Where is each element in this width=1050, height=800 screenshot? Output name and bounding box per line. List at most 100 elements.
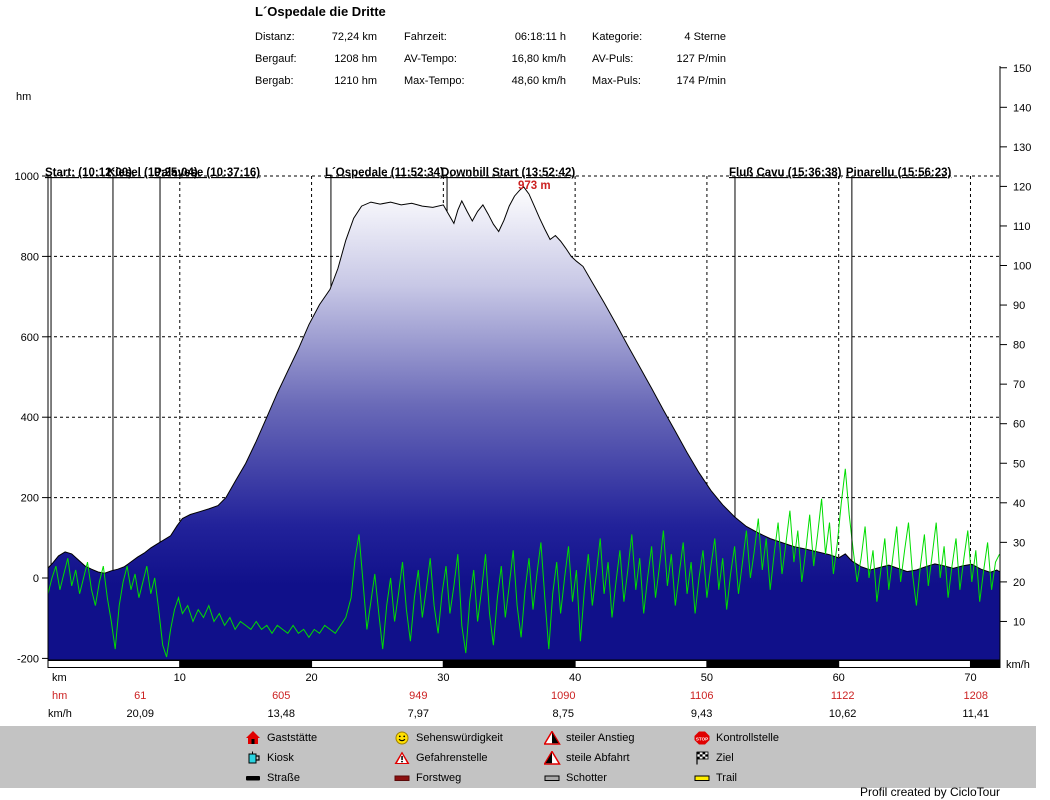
stat-value: 16,80 km/h (511, 53, 566, 65)
steile-abfahrt-icon (544, 751, 561, 765)
legend-item-label: Straße (267, 772, 301, 784)
right-tick-label: 130 (1013, 142, 1031, 154)
waypoint-label: Downhill Start (13:52:42) (441, 167, 575, 179)
legend-item-label: Gefahrenstelle (416, 752, 488, 764)
right-tick-label: 30 (1013, 537, 1025, 549)
left-axis-unit: hm (16, 91, 31, 103)
right-tick-label: 20 (1013, 577, 1025, 589)
legend-item-trail: Trail (694, 768, 779, 788)
legend-item-label: Kiosk (267, 752, 294, 764)
legend-item-label: Ziel (716, 752, 734, 764)
svg-text:STOP: STOP (696, 736, 708, 741)
scale-bar-segment (442, 660, 576, 668)
km-tick-label: 40 (569, 672, 581, 684)
stats-column: Distanz: 72,24 km Bergauf: 1208 hm Bergab: 12… (255, 26, 377, 92)
right-axis-unit: km/h (1006, 659, 1030, 671)
kontrollstelle-icon: STOP (694, 731, 711, 745)
stat-label: Max-Puls: (592, 75, 641, 87)
stat-value: 48,60 km/h (511, 75, 566, 87)
left-tick-label: 600 (21, 332, 39, 344)
credit-text: Profil created by CicloTour (859, 785, 1000, 799)
km-tick-label: 60 (833, 672, 845, 684)
right-tick-label: 80 (1013, 340, 1025, 352)
legend-bar: Gaststätte Kiosk Straße Sehenswürdigkeit Gef… (0, 726, 1036, 788)
legend-item-kontrollstelle: STOP Kontrollstelle (694, 728, 779, 748)
hm-row-value: 1208 (964, 690, 988, 702)
stat-label: Fahrzeit: (404, 31, 447, 43)
hm-row-value: 61 (134, 690, 146, 702)
kmh-row-value: 20,09 (126, 708, 154, 720)
stat-label: Distanz: (255, 31, 295, 43)
kmh-row-unit: km/h (48, 708, 72, 720)
legend-item-label: Forstweg (416, 772, 462, 784)
legend-item-label: steile Abfahrt (566, 752, 630, 764)
kmh-row-value: 10,62 (829, 708, 857, 720)
waypoint-label: Palavese (10:37:16) (154, 167, 260, 179)
scale-bar-segment (47, 660, 181, 668)
kmh-row-value: 7,97 (408, 708, 429, 720)
ziel-icon (694, 751, 711, 765)
right-tick-label: 100 (1013, 261, 1031, 273)
hm-row-value: 1106 (690, 690, 714, 702)
left-tick-label: 1000 (15, 171, 39, 183)
kmh-row-value: 8,75 (553, 708, 574, 720)
legend-item-gefahrenstelle: Gefahrenstelle (394, 748, 503, 768)
waypoint-label: Kiesel (10:25:04) (107, 167, 198, 179)
stat-value: 174 P/min (676, 75, 726, 87)
legend-item-forstweg: Forstweg (394, 768, 503, 788)
elevation-profile-chart: Start: (10:12:00)Kiesel (10:25:04)Palave… (15, 63, 1032, 720)
stat-label: AV-Tempo: (404, 53, 457, 65)
legend-item-steiler-anstieg: steiler Anstieg (544, 728, 634, 748)
km-tick-label: 10 (174, 672, 186, 684)
right-tick-label: 110 (1013, 221, 1031, 233)
kiosk-icon (245, 751, 262, 765)
scale-bar-segment (706, 660, 840, 668)
gefahrenstelle-icon (394, 751, 411, 765)
peak-elevation-label: 973 m (518, 180, 551, 192)
hm-row-value: 605 (272, 690, 290, 702)
legend-item-label: steiler Anstieg (566, 732, 635, 744)
legend-item-sehenswuerdigkeit: Sehenswürdigkeit (394, 728, 503, 748)
legend-item-label: Kontrollstelle (716, 732, 779, 744)
legend-column: STOP Kontrollstelle Ziel Trail (694, 728, 779, 788)
forstweg-icon (394, 771, 411, 785)
right-tick-label: 140 (1013, 102, 1031, 114)
left-tick-label: -200 (17, 653, 39, 665)
right-tick-label: 10 (1013, 616, 1025, 628)
stat-value: 1210 hm (334, 75, 377, 87)
stat-label: Kategorie: (592, 31, 643, 43)
hm-row-value: 949 (409, 690, 427, 702)
stat-label: Bergab: (255, 75, 294, 87)
hm-row-value: 1122 (831, 690, 855, 702)
stat-label: AV-Puls: (592, 53, 634, 65)
legend-column: Gaststätte Kiosk Straße (245, 728, 317, 788)
legend-item-kiosk: Kiosk (245, 748, 317, 768)
speed-line (47, 468, 1000, 658)
legend-item-gaststaette: Gaststätte (245, 728, 317, 748)
km-tick-label: 30 (437, 672, 449, 684)
legend-column: Sehenswürdigkeit Gefahrenstelle Forstweg (394, 728, 503, 788)
right-tick-label: 40 (1013, 498, 1025, 510)
scale-bar-segment (969, 660, 1001, 668)
stat-value: 72,24 km (331, 31, 377, 43)
kmh-row-value: 9,43 (691, 708, 712, 720)
scale-bar-segment (311, 660, 444, 668)
tour-stats-table: Distanz: 72,24 km Bergauf: 1208 hm Bergab: 12… (255, 26, 726, 92)
legend-item-label: Gaststätte (267, 732, 318, 744)
elevation-area (48, 186, 1000, 660)
km-tick-label: 70 (964, 672, 976, 684)
right-tick-label: 90 (1013, 300, 1025, 312)
stats-column: Fahrzeit: 06:18:11 h AV-Tempo: 16,80 km/h Ma… (404, 26, 566, 92)
stat-label: Bergauf: (255, 53, 297, 65)
waypoint-label: L´Ospedale (11:52:34) (325, 167, 444, 179)
scale-bar-segment (179, 660, 313, 668)
stats-column: Kategorie: 4 Sterne AV-Puls: 127 P/min Max-P… (592, 26, 726, 92)
left-tick-label: 0 (33, 573, 39, 585)
stat-value: 4 Sterne (684, 31, 726, 43)
right-tick-label: 70 (1013, 379, 1025, 391)
schotter-icon (544, 771, 561, 785)
stat-value: 1208 hm (334, 53, 377, 65)
page-title: L´Ospedale die Dritte (255, 4, 386, 19)
right-tick-label: 150 (1013, 63, 1031, 75)
legend-item-label: Trail (716, 772, 737, 784)
